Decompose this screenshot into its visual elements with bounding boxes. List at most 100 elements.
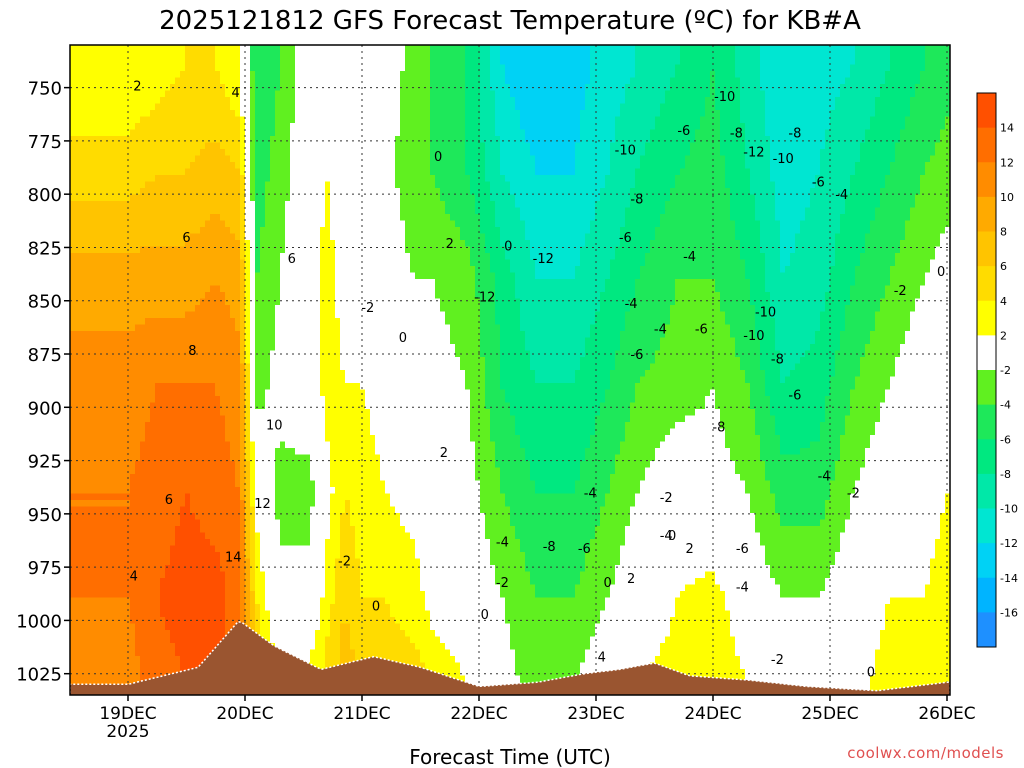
field-cell bbox=[75, 129, 81, 137]
field-cell bbox=[130, 467, 136, 475]
field-cell bbox=[280, 539, 286, 547]
field-cell bbox=[305, 168, 311, 176]
field-cell bbox=[300, 467, 306, 475]
field-cell bbox=[180, 279, 186, 287]
field-cell bbox=[190, 214, 196, 222]
field-cell bbox=[270, 175, 276, 183]
field-cell bbox=[250, 571, 256, 579]
field-cell bbox=[305, 285, 311, 293]
field-cell bbox=[270, 396, 276, 404]
field-cell bbox=[305, 474, 311, 482]
field-cell bbox=[240, 58, 246, 66]
field-cell bbox=[230, 168, 236, 176]
field-cell bbox=[120, 298, 126, 306]
field-cell bbox=[70, 344, 76, 352]
field-cell bbox=[180, 292, 186, 300]
field-cell bbox=[120, 71, 126, 79]
field-cell bbox=[100, 487, 106, 495]
field-cell bbox=[310, 116, 316, 124]
field-cell bbox=[180, 526, 186, 534]
field-cell bbox=[95, 656, 101, 664]
field-cell bbox=[105, 58, 111, 66]
field-cell bbox=[315, 636, 321, 644]
field-cell bbox=[235, 396, 241, 404]
field-cell bbox=[275, 474, 281, 482]
field-cell bbox=[305, 513, 311, 521]
field-cell bbox=[175, 285, 181, 293]
field-cell bbox=[265, 51, 271, 59]
field-cell bbox=[80, 435, 86, 443]
field-cell bbox=[205, 571, 211, 579]
field-cell bbox=[205, 428, 211, 436]
field-cell bbox=[155, 240, 161, 248]
field-cell bbox=[145, 669, 151, 677]
field-cell bbox=[250, 188, 256, 196]
field-cell bbox=[80, 285, 86, 293]
field-cell bbox=[315, 181, 321, 189]
field-cell bbox=[280, 350, 286, 358]
field-cell bbox=[205, 402, 211, 410]
field-cell bbox=[85, 298, 91, 306]
field-cell bbox=[265, 227, 271, 235]
field-cell bbox=[315, 591, 321, 599]
field-cell bbox=[160, 259, 166, 267]
field-cell bbox=[90, 370, 96, 378]
field-cell bbox=[185, 454, 191, 462]
field-cell bbox=[80, 448, 86, 456]
field-cell bbox=[130, 129, 136, 137]
field-cell bbox=[295, 532, 301, 540]
field-cell bbox=[110, 409, 116, 417]
field-cell bbox=[85, 402, 91, 410]
field-cell bbox=[155, 201, 161, 209]
field-cell bbox=[285, 181, 291, 189]
field-cell bbox=[220, 506, 226, 514]
field-cell bbox=[205, 415, 211, 423]
field-cell bbox=[110, 97, 116, 105]
field-cell bbox=[250, 266, 256, 274]
field-cell bbox=[80, 220, 86, 228]
field-cell bbox=[285, 396, 291, 404]
field-cell bbox=[220, 519, 226, 527]
field-cell bbox=[115, 168, 121, 176]
field-cell bbox=[290, 558, 296, 566]
field-cell bbox=[150, 201, 156, 209]
field-cell bbox=[135, 506, 141, 514]
field-cell bbox=[225, 240, 231, 248]
field-cell bbox=[120, 357, 126, 365]
field-cell bbox=[240, 116, 246, 124]
field-cell bbox=[75, 467, 81, 475]
field-cell bbox=[245, 84, 251, 92]
field-cell bbox=[310, 324, 316, 332]
field-cell bbox=[250, 474, 256, 482]
field-cell bbox=[175, 272, 181, 280]
field-cell bbox=[140, 181, 146, 189]
field-cell bbox=[145, 123, 151, 131]
field-cell bbox=[225, 64, 231, 72]
field-cell bbox=[200, 162, 206, 170]
field-cell bbox=[75, 45, 81, 53]
field-cell bbox=[290, 467, 296, 475]
field-cell bbox=[125, 181, 131, 189]
field-cell bbox=[220, 246, 226, 254]
field-cell bbox=[130, 389, 136, 397]
field-cell bbox=[295, 402, 301, 410]
field-cell bbox=[165, 201, 171, 209]
field-cell bbox=[190, 162, 196, 170]
field-cell bbox=[195, 337, 201, 345]
field-cell bbox=[125, 279, 131, 287]
field-cell bbox=[90, 116, 96, 124]
field-cell bbox=[135, 487, 141, 495]
field-cell bbox=[195, 162, 201, 170]
field-cell bbox=[220, 214, 226, 222]
field-cell bbox=[150, 448, 156, 456]
field-cell bbox=[75, 311, 81, 319]
field-cell bbox=[170, 487, 176, 495]
field-cell bbox=[165, 656, 171, 664]
field-cell bbox=[115, 214, 121, 222]
field-cell bbox=[295, 292, 301, 300]
field-cell bbox=[280, 610, 286, 618]
field-cell bbox=[95, 461, 101, 469]
field-cell bbox=[255, 207, 261, 215]
field-cell bbox=[95, 311, 101, 319]
field-cell bbox=[290, 591, 296, 599]
